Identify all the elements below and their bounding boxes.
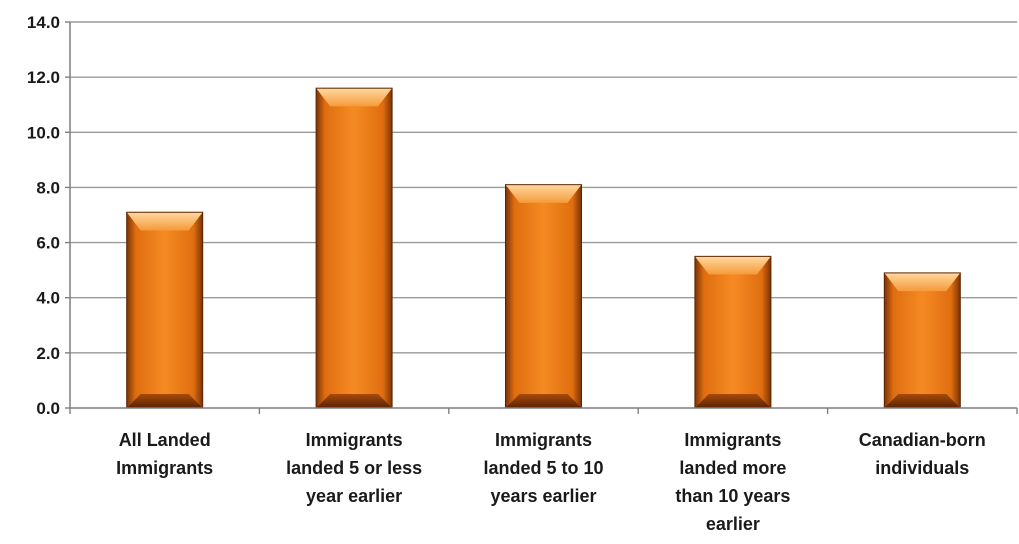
bars <box>126 87 961 409</box>
x-category-label: Immigrants landed 5 or less year earlier <box>286 430 422 506</box>
x-category-label-line: earlier <box>706 514 760 534</box>
bar-bottom-bevel <box>694 394 771 408</box>
x-category-label-line: Immigrants <box>306 430 403 450</box>
x-category-label-line: year earlier <box>306 486 402 506</box>
bar <box>315 87 393 409</box>
x-category-label: Immigrants landed 5 to 10 years earlier <box>483 430 603 506</box>
bar-top-bevel <box>316 88 393 107</box>
x-category-label-line: individuals <box>875 458 969 478</box>
y-tick-label: 8.0 <box>36 178 60 197</box>
x-category-label: Canadian-born individuals <box>859 430 986 478</box>
x-category-label-line: landed 5 or less <box>286 458 422 478</box>
x-category-label-line: Immigrants <box>684 430 781 450</box>
axes <box>65 21 1018 414</box>
bar-body <box>126 212 203 408</box>
x-axis-category-labels: All Landed Immigrants Immigrants landed 5 o… <box>116 430 986 534</box>
x-category-label-line: Immigrants <box>495 430 592 450</box>
x-category-label: Immigrants landed more than 10 years earlie… <box>675 430 790 534</box>
y-tick-label: 6.0 <box>36 234 60 253</box>
y-tick-label: 0.0 <box>36 399 60 418</box>
bar-body <box>505 184 582 408</box>
y-tick-label: 10.0 <box>27 123 60 142</box>
bar-bottom-bevel <box>126 394 203 408</box>
bar <box>505 184 582 409</box>
bar-top-bevel <box>505 184 582 203</box>
bar-bottom-bevel <box>884 394 961 408</box>
bar-top-bevel <box>694 256 771 275</box>
bar-body <box>316 88 393 409</box>
y-tick-label: 14.0 <box>27 13 60 32</box>
bar <box>694 255 772 409</box>
x-category-label-line: than 10 years <box>675 486 790 506</box>
bar-body <box>694 256 771 408</box>
bar-bottom-bevel <box>316 394 393 408</box>
y-axis-tick-labels: 0.0 2.0 4.0 6.0 8.0 10.0 12.0 14.0 <box>27 13 60 418</box>
x-category-label-line: landed 5 to 10 <box>483 458 603 478</box>
bar <box>126 211 204 409</box>
x-category-label-line: years earlier <box>490 486 596 506</box>
y-tick-label: 12.0 <box>27 68 60 87</box>
bar <box>883 272 961 409</box>
x-category-label: All Landed Immigrants <box>116 430 213 478</box>
x-category-label-line: Canadian-born <box>859 430 986 450</box>
x-category-label-line: landed more <box>679 458 786 478</box>
bar-body <box>884 272 961 408</box>
x-category-label-line: Immigrants <box>116 458 213 478</box>
bar-bottom-bevel <box>505 394 582 408</box>
y-tick-label: 4.0 <box>36 289 60 308</box>
bar-top-bevel <box>884 272 961 292</box>
bar-top-bevel <box>126 212 203 231</box>
x-category-label-line: All Landed <box>119 430 211 450</box>
y-tick-label: 2.0 <box>36 344 60 363</box>
